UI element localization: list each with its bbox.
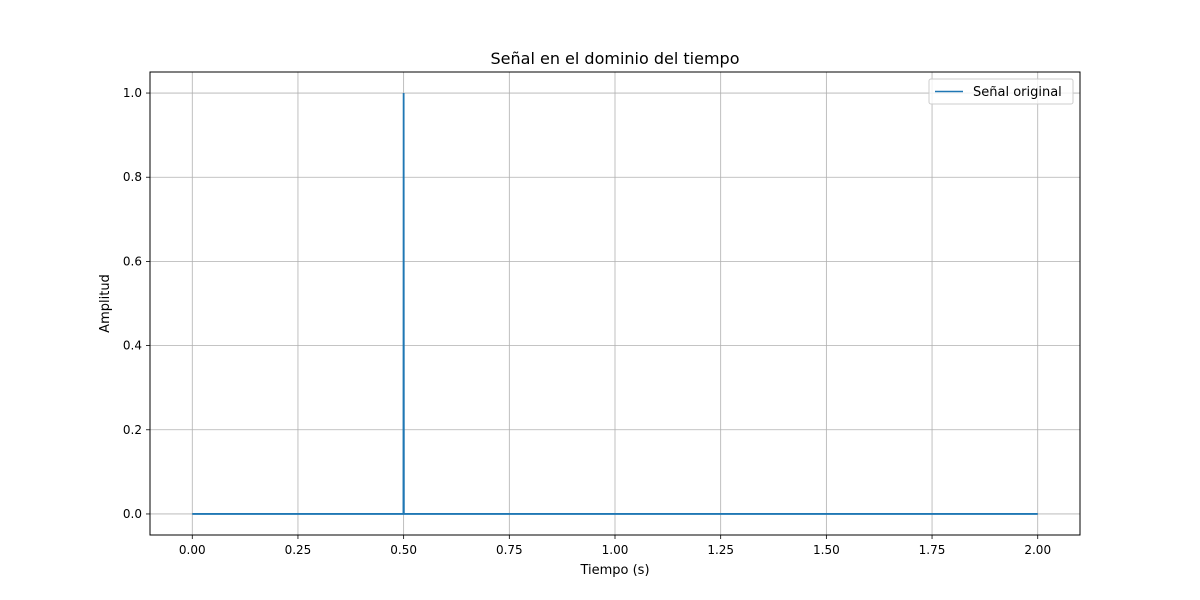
x-tick-label: 0.50	[390, 543, 417, 557]
legend: Señal original	[928, 78, 1074, 105]
y-tick-label: 0.2	[123, 423, 142, 437]
chart-title: Señal en el dominio del tiempo	[491, 49, 740, 68]
x-tick-label: 1.75	[919, 543, 946, 557]
y-tick-label: 0.6	[123, 254, 142, 268]
x-tick-label: 1.50	[813, 543, 840, 557]
x-tick-label: 2.00	[1024, 543, 1051, 557]
y-axis-label: Amplitud	[98, 274, 113, 333]
x-tick-label: 0.75	[496, 543, 523, 557]
y-tick-label: 1.0	[123, 86, 142, 100]
legend-label: Señal original	[973, 85, 1062, 100]
x-tick-label: 0.00	[179, 543, 206, 557]
x-tick-label: 0.25	[285, 543, 312, 557]
y-tick-label: 0.0	[123, 507, 142, 521]
x-tick-label: 1.00	[602, 543, 629, 557]
x-axis-label: Tiempo (s)	[579, 563, 649, 578]
y-tick-label: 0.8	[123, 170, 142, 184]
legend-box	[928, 78, 1074, 105]
y-axis-ticks: 0.0 0.2 0.4 0.6 0.8 1.0	[123, 86, 150, 521]
x-axis-ticks: 0.00 0.25 0.50 0.75 1.00 1.25 1.50 1.75 2.00	[179, 535, 1051, 557]
plot-series	[192, 93, 1038, 515]
series-line	[192, 93, 1038, 515]
y-tick-label: 0.4	[123, 339, 142, 353]
x-tick-label: 1.25	[707, 543, 734, 557]
